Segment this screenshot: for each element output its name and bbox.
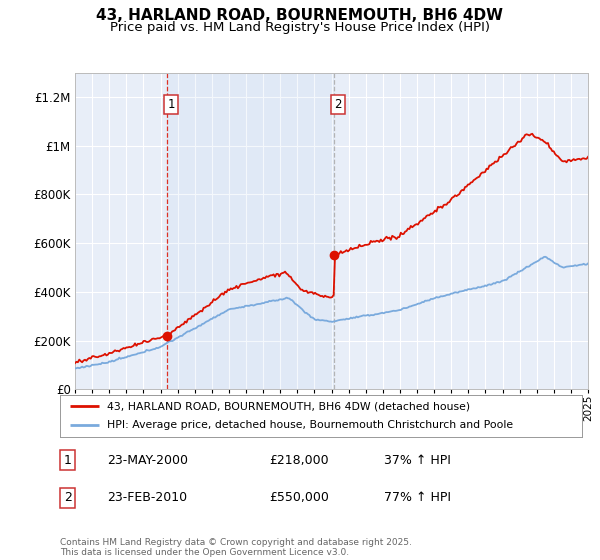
- Text: 37% ↑ HPI: 37% ↑ HPI: [383, 454, 451, 467]
- Text: 2: 2: [334, 98, 341, 111]
- Text: 1: 1: [167, 98, 175, 111]
- Text: 23-FEB-2010: 23-FEB-2010: [107, 491, 187, 504]
- Text: 1: 1: [64, 454, 72, 467]
- Text: Contains HM Land Registry data © Crown copyright and database right 2025.
This d: Contains HM Land Registry data © Crown c…: [60, 538, 412, 557]
- Text: 2: 2: [64, 491, 72, 504]
- Text: HPI: Average price, detached house, Bournemouth Christchurch and Poole: HPI: Average price, detached house, Bour…: [107, 421, 513, 431]
- Text: Price paid vs. HM Land Registry's House Price Index (HPI): Price paid vs. HM Land Registry's House …: [110, 21, 490, 34]
- Text: 77% ↑ HPI: 77% ↑ HPI: [383, 491, 451, 504]
- Text: 43, HARLAND ROAD, BOURNEMOUTH, BH6 4DW: 43, HARLAND ROAD, BOURNEMOUTH, BH6 4DW: [97, 8, 503, 24]
- Text: 43, HARLAND ROAD, BOURNEMOUTH, BH6 4DW (detached house): 43, HARLAND ROAD, BOURNEMOUTH, BH6 4DW (…: [107, 401, 470, 411]
- Text: 23-MAY-2000: 23-MAY-2000: [107, 454, 188, 467]
- Bar: [167, 73, 334, 389]
- Text: £550,000: £550,000: [269, 491, 329, 504]
- Text: £218,000: £218,000: [269, 454, 328, 467]
